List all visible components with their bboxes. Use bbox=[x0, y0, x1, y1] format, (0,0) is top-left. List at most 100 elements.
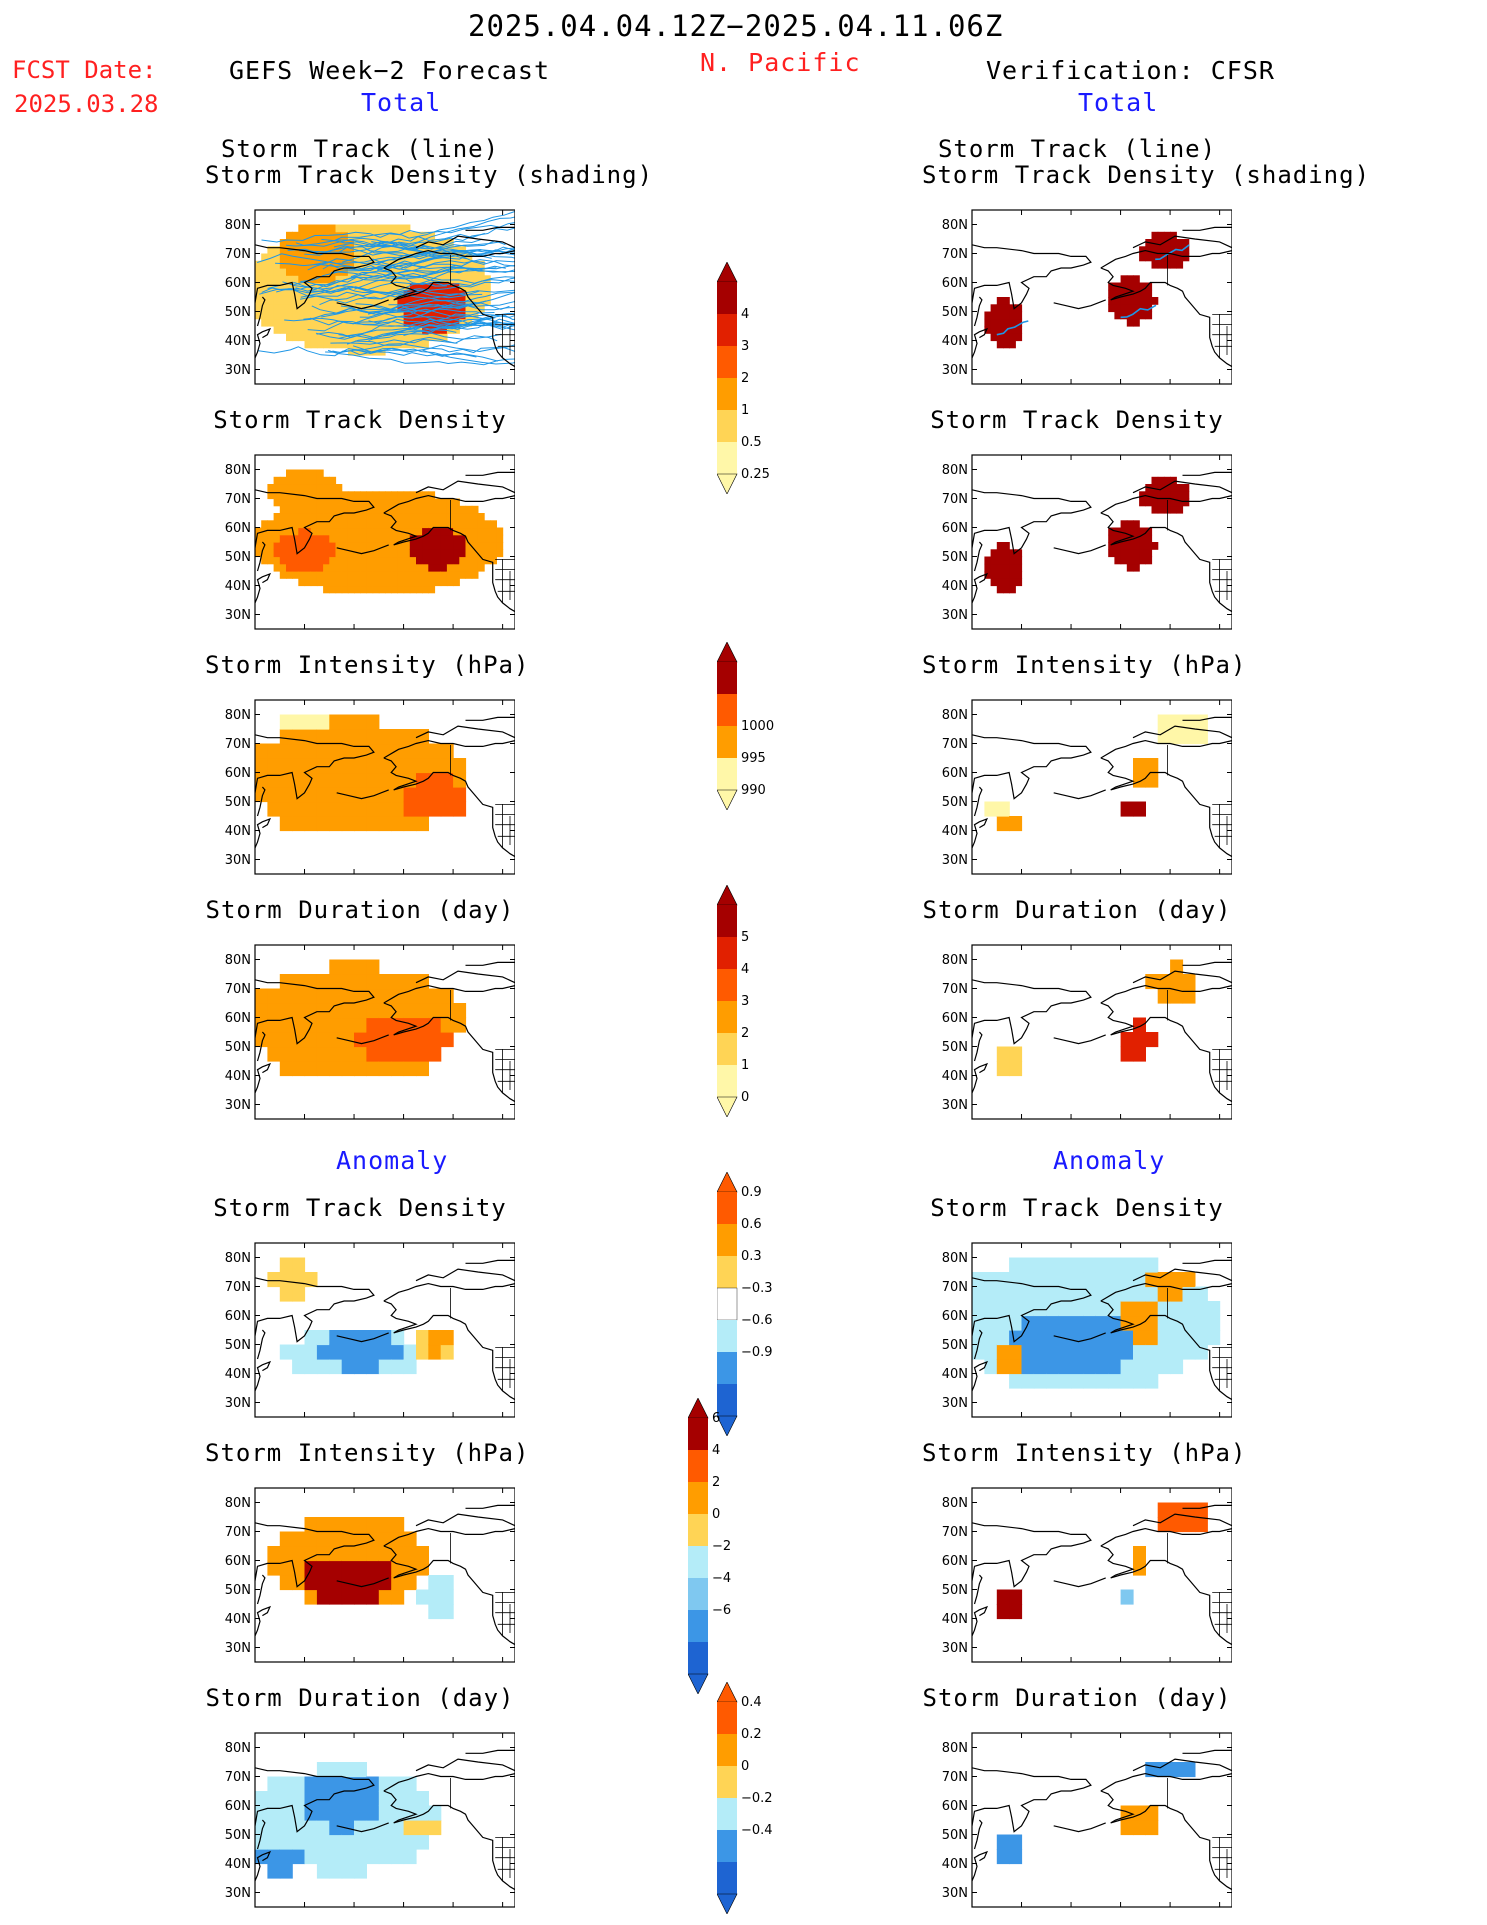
colorbar-segment bbox=[688, 1418, 708, 1450]
heatmap-cell bbox=[286, 549, 293, 558]
heatmap-cell bbox=[310, 224, 318, 233]
heatmap-cell bbox=[409, 505, 417, 514]
heatmap-cell bbox=[391, 1575, 405, 1591]
heatmap-cell bbox=[996, 333, 1004, 342]
heatmap-cell bbox=[292, 275, 299, 284]
coastline bbox=[336, 1822, 389, 1833]
heatmap-cell bbox=[1126, 289, 1134, 298]
heatmap-cell bbox=[292, 1805, 306, 1821]
heatmap-cell bbox=[304, 520, 312, 529]
coastline bbox=[415, 1758, 515, 1772]
heatmap-cell bbox=[329, 311, 337, 320]
y-tick-label: 70N bbox=[225, 1525, 251, 1540]
coastline bbox=[1100, 984, 1232, 1004]
heatmap-cell bbox=[354, 1032, 367, 1048]
heatmap-cell bbox=[329, 1575, 343, 1591]
heatmap-cell bbox=[1009, 326, 1016, 334]
heatmap-cell bbox=[316, 542, 324, 550]
map-frame bbox=[971, 699, 1232, 875]
heatmap-cell bbox=[1083, 1330, 1097, 1346]
heatmap-cell bbox=[416, 787, 429, 803]
heatmap-cell bbox=[279, 549, 287, 558]
colorbar-label: 3 bbox=[741, 994, 749, 1009]
heatmap-cell bbox=[378, 1017, 392, 1033]
heatmap-cell bbox=[366, 578, 374, 587]
colorbar-label: −2 bbox=[712, 1539, 731, 1554]
y-tick-label: 80N bbox=[225, 1251, 251, 1266]
heatmap-cell bbox=[996, 1849, 1010, 1865]
heatmap-cell bbox=[286, 556, 293, 565]
heatmap-cell bbox=[286, 534, 293, 543]
y-tick-label: 80N bbox=[225, 1741, 251, 1756]
heatmap-cell bbox=[1083, 1257, 1097, 1273]
coastline bbox=[973, 1031, 983, 1062]
coastline bbox=[1100, 1545, 1232, 1646]
heatmap-cell bbox=[385, 224, 392, 233]
heatmap-cell bbox=[490, 556, 497, 565]
heatmap-cell bbox=[292, 556, 299, 565]
heatmap-cell bbox=[378, 1359, 392, 1375]
heatmap-cell bbox=[366, 275, 374, 284]
heatmap-cell bbox=[1126, 304, 1134, 313]
coastlines bbox=[255, 1259, 515, 1401]
heatmap-cell bbox=[329, 974, 343, 990]
panel-forecast-total-duration: 140E160E180160W140W120W80N70N60N50N40N30… bbox=[205, 898, 515, 1122]
coastline bbox=[1100, 1282, 1232, 1302]
heatmap-cell bbox=[329, 1061, 343, 1077]
storm-track bbox=[388, 317, 515, 327]
heatmap-cell bbox=[1163, 484, 1171, 492]
heatmap-cell bbox=[366, 304, 374, 313]
heatmap-cell bbox=[1009, 333, 1016, 342]
heatmap-cell bbox=[1015, 318, 1023, 327]
heatmap-cell bbox=[1033, 1315, 1047, 1331]
panel-title: Storm Duration (day) bbox=[205, 896, 515, 924]
colorbar-label: −0.3 bbox=[741, 1281, 773, 1296]
coastline bbox=[255, 1062, 272, 1094]
heatmap-cell bbox=[416, 1046, 429, 1062]
y-tick-label: 70N bbox=[942, 982, 968, 997]
heatmap-cell bbox=[267, 297, 275, 305]
heatmap-cell bbox=[409, 513, 417, 521]
heatmap-cell bbox=[391, 246, 398, 255]
heatmap-cell bbox=[428, 491, 436, 500]
heatmap-cell bbox=[310, 246, 318, 255]
heatmap-cell bbox=[1108, 297, 1115, 305]
heatmap-cell bbox=[323, 224, 330, 233]
heatmap-cell bbox=[378, 513, 386, 521]
heatmap-cell bbox=[428, 787, 442, 803]
storm-track bbox=[325, 349, 515, 365]
heatmap-cell bbox=[1120, 1032, 1134, 1048]
heatmap-cell bbox=[292, 1257, 306, 1273]
heatmap-cell bbox=[316, 289, 324, 298]
heatmap-cell bbox=[428, 758, 442, 774]
heatmap-cell bbox=[1145, 534, 1153, 543]
colorbar-segment bbox=[717, 1065, 737, 1097]
y-tick-label: 40N bbox=[942, 334, 968, 349]
heatmap-cell bbox=[391, 527, 398, 536]
heatmap-cell bbox=[416, 297, 423, 305]
heatmap-cell bbox=[360, 268, 367, 276]
heatmap-cell bbox=[428, 318, 436, 327]
heatmap-cell bbox=[304, 1791, 318, 1807]
heatmap-cell bbox=[440, 1330, 454, 1346]
heatmap-cell bbox=[1046, 1286, 1060, 1302]
heatmap-cell bbox=[304, 239, 312, 247]
heatmap-cell bbox=[279, 484, 287, 492]
heatmap-cell bbox=[403, 231, 411, 240]
heatmap-cell bbox=[378, 224, 386, 233]
heatmap-cell bbox=[335, 484, 343, 492]
heatmap-cell bbox=[360, 556, 367, 565]
heatmap-cell bbox=[385, 585, 392, 594]
map-frame bbox=[254, 209, 515, 385]
heatmap-cell bbox=[453, 571, 460, 579]
heatmap-cell bbox=[409, 498, 417, 507]
coastline bbox=[973, 1819, 983, 1850]
heatmap-cell bbox=[1139, 297, 1146, 305]
heatmap-cell bbox=[279, 743, 293, 759]
heatmap-cell bbox=[298, 275, 306, 284]
storm-track bbox=[366, 247, 515, 257]
heatmap-cell bbox=[292, 1344, 306, 1360]
heatmap-cell bbox=[403, 1834, 417, 1850]
coastline bbox=[383, 494, 515, 514]
heatmap-cell bbox=[1120, 1330, 1134, 1346]
